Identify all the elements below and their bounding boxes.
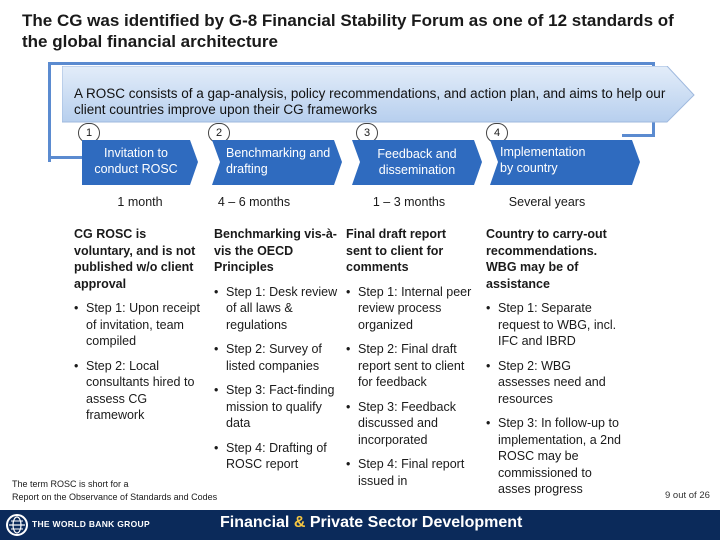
step-duration-1: 1 month (117, 195, 163, 209)
footnote: The term ROSC is short for a Report on t… (12, 478, 217, 504)
footer-tagline-part-1: Financial (220, 514, 290, 531)
column-1: CG ROSC is voluntary, and is not publish… (74, 226, 204, 424)
footer-tagline: Financial & Private Sector Development (220, 514, 522, 532)
slide-title: The CG was identified by G-8 Financial S… (22, 11, 674, 51)
column-4-bullet-2: • Step 2: WBG assesses need and resources (486, 358, 606, 406)
column-3-bullet-4: • Step 4: Final report issued in (346, 457, 465, 488)
step-label-2: Benchmarking and drafting (226, 146, 331, 176)
banner-text: A ROSC consists of a gap-analysis, polic… (74, 86, 666, 117)
step-label-4: Implementation by country (500, 145, 586, 175)
step-label-3: Feedback and dissemination (377, 147, 457, 177)
footer-tagline-ampersand: & (293, 514, 306, 531)
column-3-bullet-3: • Step 3: Feedback discussed and incorpor… (346, 399, 456, 447)
column-4-bullet-1: • Step 1: Separate request to WBG, incl. … (486, 301, 617, 348)
footer-org-name: THE WORLD BANK GROUP (32, 519, 150, 529)
footnote-line-1: The term ROSC is short for a (12, 479, 129, 489)
banner-arrow (62, 66, 695, 123)
column-2-bullet-1: • Step 1: Desk review of all laws & regul… (214, 284, 338, 332)
footer-bar (0, 510, 720, 540)
step-tag-3: Feedback and dissemination (352, 140, 482, 185)
column-2: Benchmarking vis-à-vis the OECD Principl… (214, 226, 342, 473)
column-1-bullet-1: • Step 1: Upon receipt of invitation, tea… (74, 301, 200, 348)
column-2-bullet-2: • Step 2: Survey of listed companies (214, 342, 322, 373)
column-3-bullet-2: • Step 2: Final draft report sent to clie… (346, 342, 465, 389)
column-4: Country to carry-out recommendations. WB… (486, 226, 626, 498)
step-duration-3: 1 – 3 months (372, 195, 446, 209)
column-4-heading: Country to carry-out recommendations. WB… (486, 227, 607, 291)
step-tag-4: Implementation by country (490, 140, 640, 185)
frame-connector-right-bottom (622, 134, 655, 137)
column-2-bullet-4: • Step 4: Drafting of ROSC report (214, 440, 327, 472)
step-tag-2: Benchmarking and drafting (212, 140, 342, 185)
footer-tagline-part-2: Private Sector Development (309, 514, 523, 531)
footnote-line-2: Report on the Observance of Standards an… (12, 492, 218, 502)
page-number: 9 out of 26 (665, 490, 710, 501)
step-duration-2: 4 – 6 months (217, 195, 291, 209)
step-label-1: Invitation to conduct ROSC (94, 146, 178, 176)
column-2-heading: Benchmarking vis-à-vis the OECD Principl… (214, 227, 337, 274)
frame-connector-left (48, 156, 84, 159)
column-1-heading: CG ROSC is voluntary, and is not publish… (74, 227, 196, 291)
column-4-bullet-3: • Step 3: In follow-up to implementation,… (486, 416, 621, 496)
process-frame (48, 62, 655, 162)
column-2-bullet-3: • Step 3: Fact-finding mission to qualify… (214, 383, 335, 430)
column-3-heading: Final draft report sent to client for co… (346, 227, 447, 274)
world-bank-globe-icon (6, 514, 28, 536)
column-3-bullet-1: • Step 1: Internal peer review process or… (346, 284, 472, 332)
column-1-bullet-2: • Step 2: Local consultants hired to asse… (74, 358, 195, 423)
column-3: Final draft report sent to client for co… (346, 226, 474, 489)
step-duration-4: Several years (508, 195, 586, 209)
step-tag-1: Invitation to conduct ROSC (82, 140, 198, 185)
